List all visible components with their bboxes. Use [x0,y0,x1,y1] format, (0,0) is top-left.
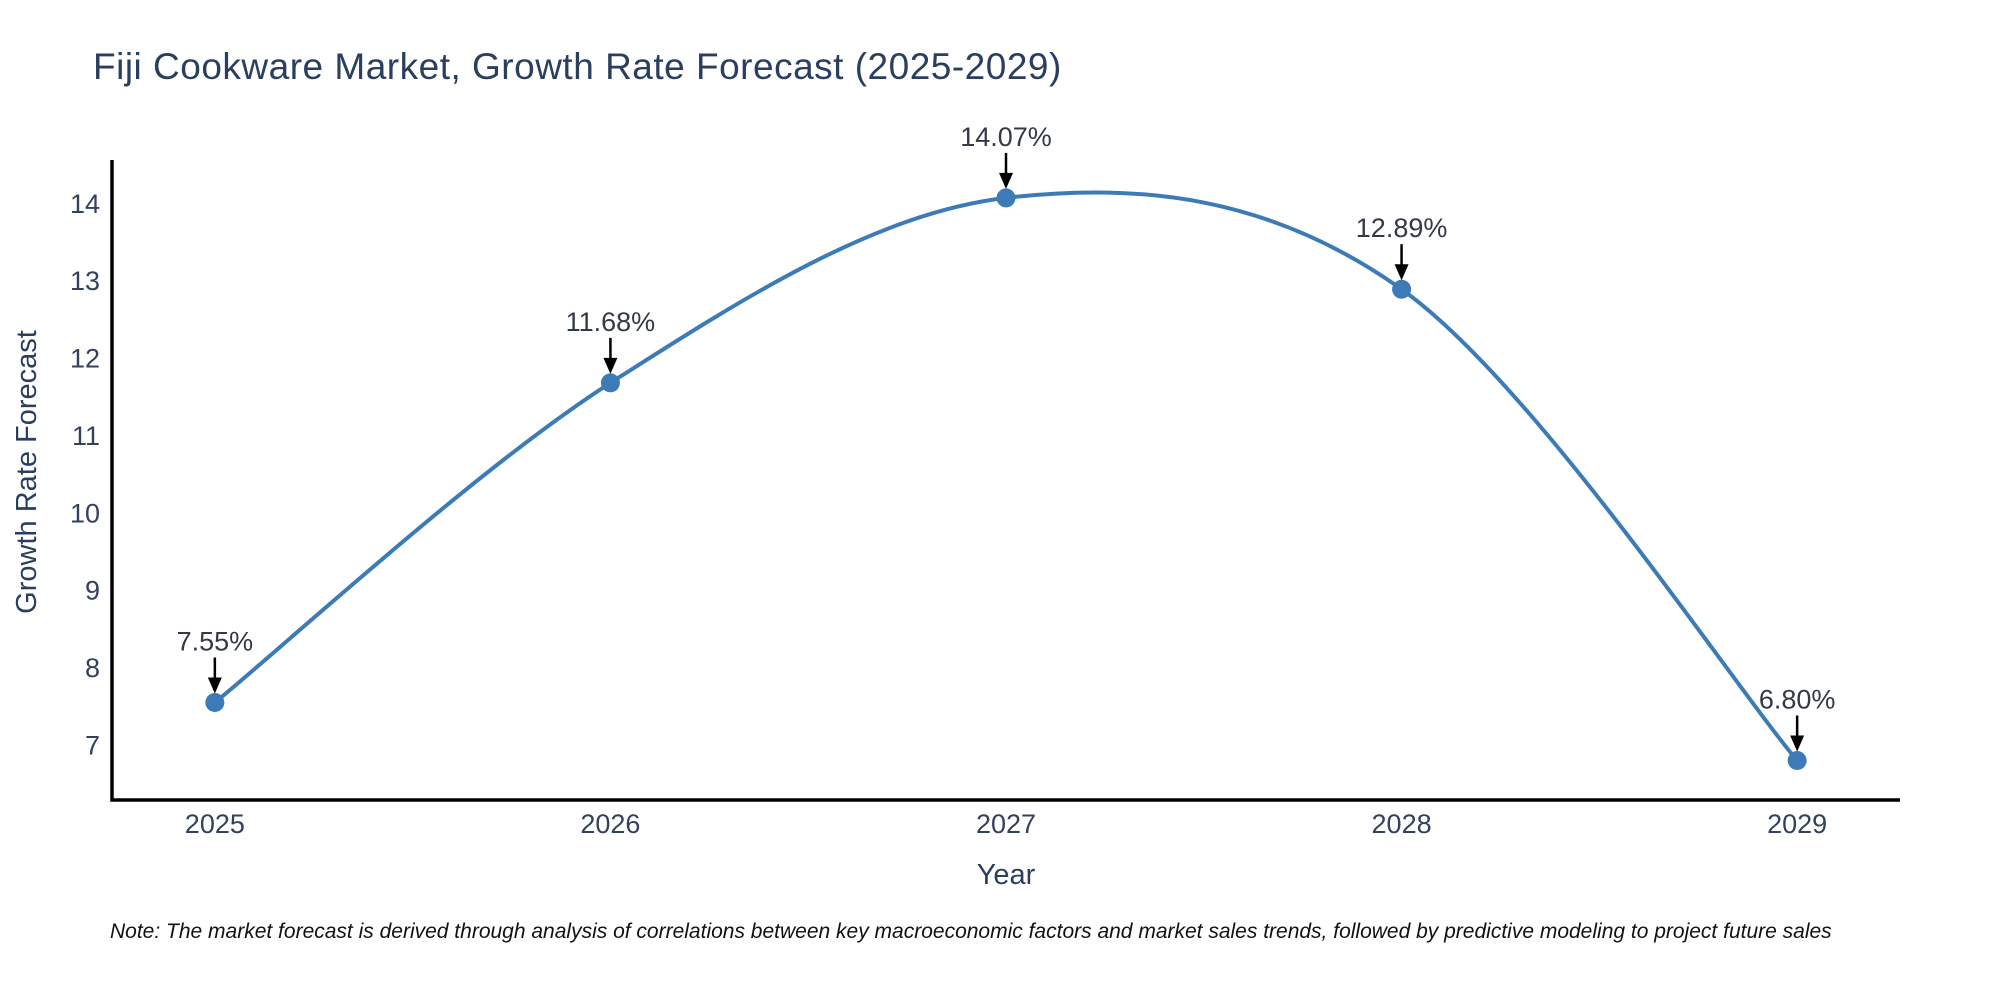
data-point-2025[interactable] [205,692,225,712]
annotation-layer: 7.55% 11.68% 14.07% 12.89% 6.80% [177,122,1836,752]
footnote: Note: The market forecast is derived thr… [110,920,1832,943]
annotation-arrow-head [603,357,618,374]
chart-title: Fiji Cookware Market, Growth Rate Foreca… [93,46,1062,87]
y-tick-label: 11 [72,421,100,451]
x-axis-title: Year [977,859,1036,891]
x-tick-label: 2029 [1767,809,1827,839]
point-annotation-2026: 11.68% [566,307,656,374]
y-axis-title: Growth Rate Forecast [11,330,43,614]
growth-rate-line [212,190,1800,763]
data-point-2029[interactable] [1787,751,1807,771]
y-tick-label: 13 [70,266,100,296]
series-growth-rate [205,188,1807,771]
y-tick-label: 10 [70,498,100,528]
point-value-label: 12.89% [1356,213,1448,243]
axes-layer [110,160,1900,802]
data-point-2026[interactable] [600,373,620,393]
axis-spines [110,160,1900,802]
annotation-arrow-head [1790,735,1805,752]
point-value-label: 11.68% [566,307,656,337]
y-tick-label: 8 [85,653,100,683]
tick-layer: 7 8 9 10 11 12 13 14 2025 2026 2027 2028 2029 [70,189,1827,839]
data-point-2028[interactable] [1392,279,1412,299]
annotation-arrow-head [1394,264,1409,281]
point-value-label: 6.80% [1759,685,1836,715]
point-annotation-2025: 7.55% [177,626,254,694]
y-tick-label: 7 [85,731,100,761]
annotation-arrow-head [207,677,222,694]
point-value-label: 14.07% [960,122,1052,152]
data-point-2027[interactable] [996,188,1016,208]
point-annotation-2029: 6.80% [1759,685,1836,752]
point-annotation-2028: 12.89% [1356,213,1448,281]
x-tick-label: 2025 [185,809,245,839]
x-tick-label: 2026 [580,809,640,839]
point-value-label: 7.55% [177,626,254,656]
point-annotation-2027: 14.07% [960,122,1052,189]
y-tick-label: 12 [70,344,100,374]
annotation-arrow-head [999,172,1013,189]
x-tick-label: 2028 [1372,809,1432,839]
x-tick-label: 2027 [976,809,1036,839]
y-tick-label: 14 [70,189,100,219]
y-tick-label: 9 [85,576,100,606]
